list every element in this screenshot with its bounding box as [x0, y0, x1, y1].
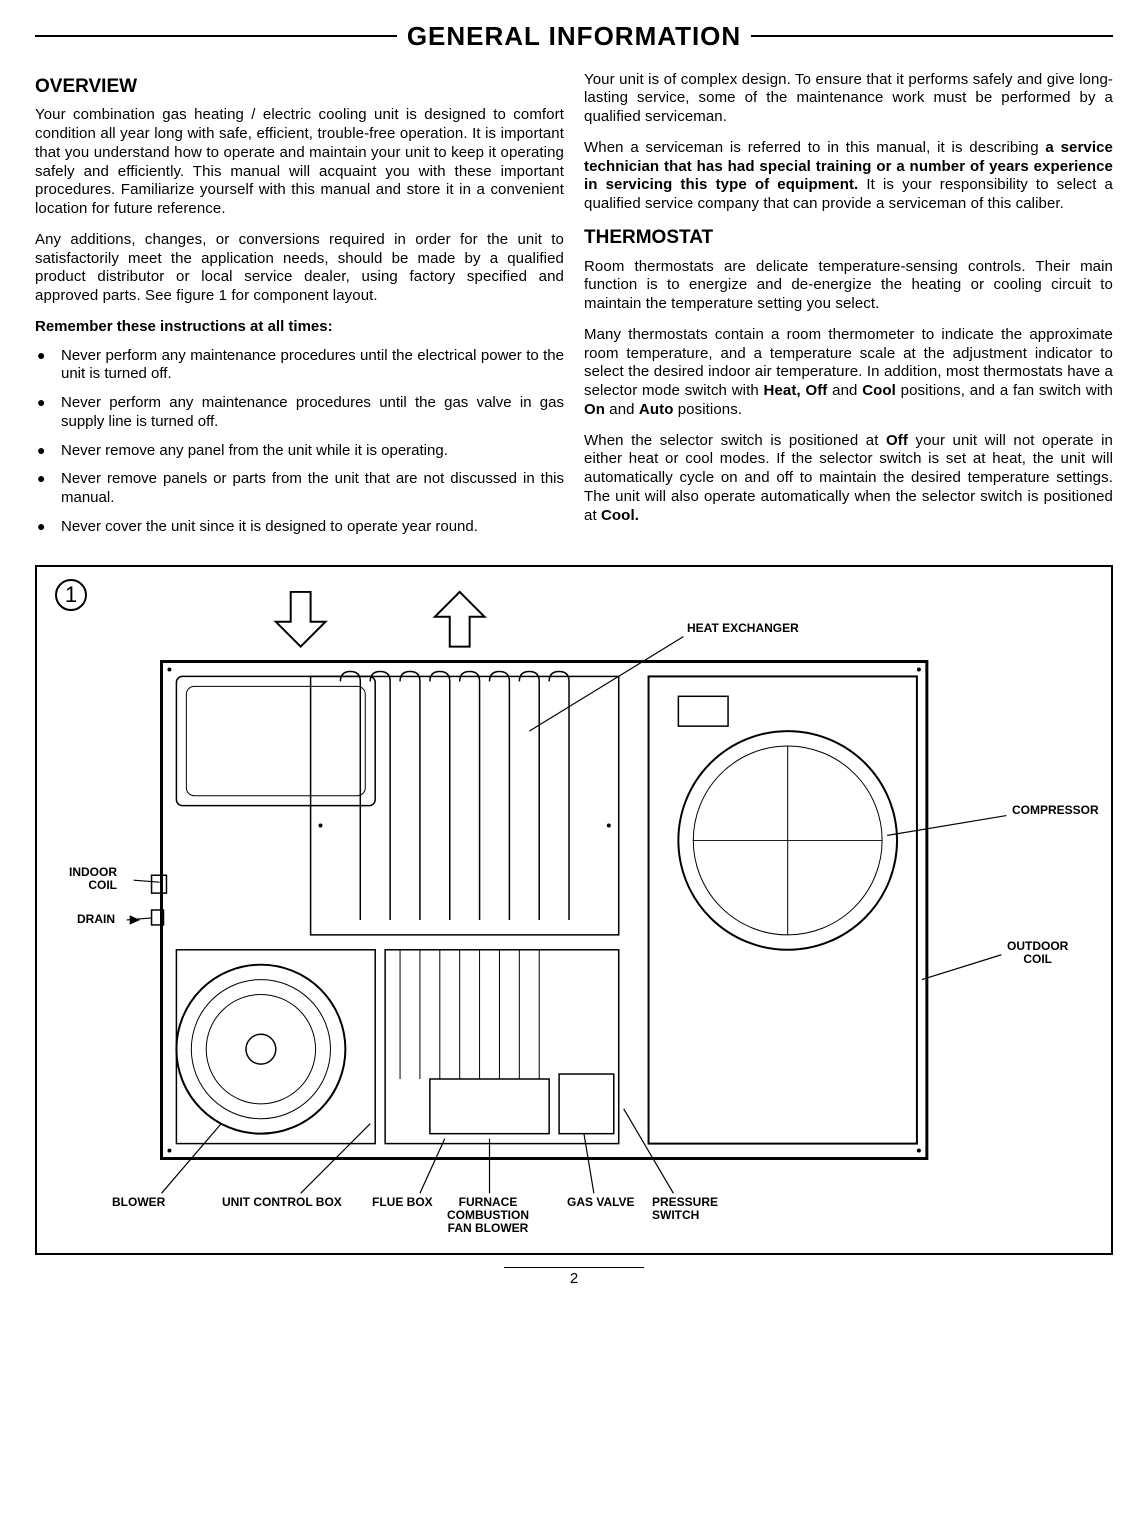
mounting-screws	[167, 667, 920, 1152]
page-title: GENERAL INFORMATION	[397, 20, 751, 53]
top-right-box	[678, 696, 728, 726]
remember-heading: Remember these instructions at all times…	[35, 318, 564, 337]
label-indoor-coil: INDOOR COIL	[69, 866, 117, 892]
right-column: Your unit is of complex design. To ensur…	[584, 71, 1113, 547]
indoor-coil-inner	[186, 686, 365, 795]
bullet-item: Never perform any maintenance procedures…	[35, 394, 564, 432]
complex-design-para: Your unit is of complex design. To ensur…	[584, 71, 1113, 127]
thermostat-heading: THERMOSTAT	[584, 226, 1113, 250]
title-rule-right	[751, 35, 1113, 37]
t3-b2: Cool.	[601, 507, 639, 524]
t2-d: and	[605, 401, 639, 418]
two-column-layout: OVERVIEW Your combination gas heating / …	[35, 71, 1113, 547]
serviceman-pre: When a serviceman is referred to in this…	[584, 139, 1045, 156]
overview-heading: OVERVIEW	[35, 75, 564, 99]
title-rule-left	[35, 35, 397, 37]
label-blower: BLOWER	[112, 1196, 165, 1209]
control-box	[430, 1078, 549, 1133]
blower-inner-2	[206, 994, 315, 1103]
footer-rule	[504, 1267, 644, 1268]
bullet-item: Never cover the unit since it is designe…	[35, 518, 564, 537]
t2-b: and	[827, 382, 862, 399]
arrow-up-icon	[435, 591, 485, 646]
overview-para-2: Any additions, changes, or conversions r…	[35, 231, 564, 306]
label-drain: DRAIN	[77, 913, 115, 926]
label-furnace-combustion: FURNACE COMBUSTION FAN BLOWER	[447, 1196, 529, 1236]
safety-bullet-list: Never perform any maintenance procedures…	[35, 347, 564, 537]
gas-valve-box	[559, 1074, 614, 1134]
label-compressor: COMPRESSOR	[1012, 804, 1099, 817]
left-column: OVERVIEW Your combination gas heating / …	[35, 71, 564, 547]
bullet-item: Never remove any panel from the unit whi…	[35, 442, 564, 461]
unit-outer-box	[161, 661, 926, 1158]
t2-b4: Auto	[639, 401, 674, 418]
t2-c: positions, and a fan switch with	[896, 382, 1113, 399]
thermostat-para-3: When the selector switch is positioned a…	[584, 432, 1113, 526]
figure-1-container: 1	[35, 565, 1113, 1255]
blower-hub	[246, 1034, 276, 1064]
serviceman-para: When a serviceman is referred to in this…	[584, 139, 1113, 214]
blower-inner-1	[191, 979, 330, 1118]
label-outdoor-coil: OUTDOOR COIL	[1007, 940, 1068, 966]
overview-para-1: Your combination gas heating / electric …	[35, 106, 564, 219]
component-diagram: HEAT EXCHANGER COMPRESSOR INDOOR COIL DR…	[47, 582, 1101, 1243]
label-gas-valve: GAS VALVE	[567, 1196, 635, 1209]
page-footer: 2	[35, 1267, 1113, 1289]
t3-b1: Off	[886, 432, 908, 449]
diagram-svg	[47, 582, 1101, 1243]
label-flue-box: FLUE BOX	[372, 1196, 433, 1209]
blower-circle	[176, 964, 345, 1133]
t2-b3: On	[584, 401, 605, 418]
label-unit-control-box: UNIT CONTROL BOX	[222, 1196, 342, 1209]
bullet-item: Never remove panels or parts from the un…	[35, 470, 564, 508]
heat-exchanger-tubes	[311, 671, 619, 934]
thermostat-para-2: Many thermostats contain a room thermome…	[584, 326, 1113, 420]
page-title-container: GENERAL INFORMATION	[35, 20, 1113, 53]
arrow-down-icon	[276, 591, 326, 646]
indoor-coil-box	[176, 676, 375, 805]
t2-e: positions.	[673, 401, 742, 418]
page-number: 2	[35, 1270, 1113, 1289]
burner-tubes	[400, 949, 539, 1078]
label-pressure-switch: PRESSURE SWITCH	[652, 1196, 718, 1222]
t2-b2: Cool	[862, 382, 896, 399]
bullet-item: Never perform any maintenance procedures…	[35, 347, 564, 385]
leader-lines	[127, 636, 1007, 1193]
label-heat-exchanger: HEAT EXCHANGER	[687, 622, 799, 635]
thermostat-para-1: Room thermostats are delicate temperatur…	[584, 258, 1113, 314]
t2-b1: Heat, Off	[764, 382, 828, 399]
t3-a: When the selector switch is positioned a…	[584, 432, 886, 449]
indoor-coil-port	[152, 875, 167, 893]
